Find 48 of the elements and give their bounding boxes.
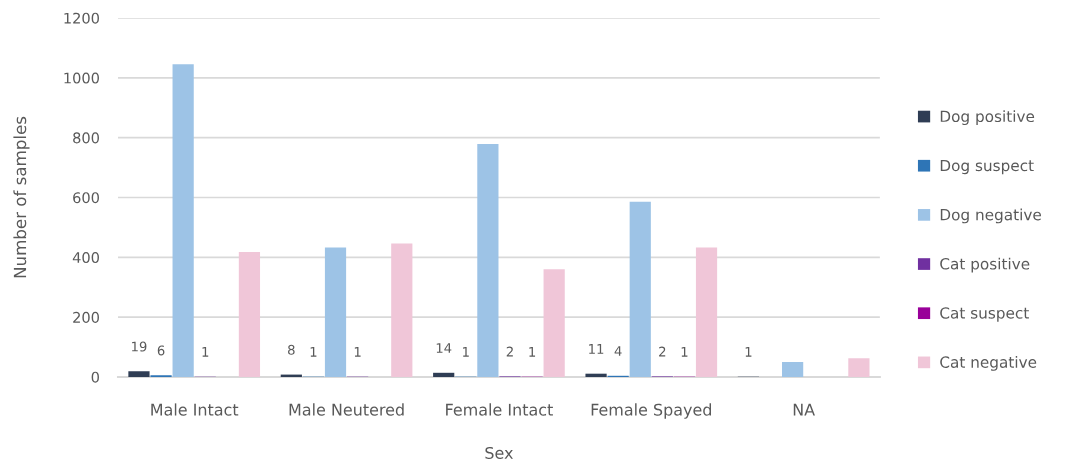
data-label: 1: [202, 347, 209, 357]
legend-label: Cat positive: [940, 257, 1030, 273]
legend-label: Cat negative: [940, 356, 1037, 371]
data-label: 1: [745, 347, 752, 357]
bar: [238, 251, 261, 377]
y-tick-label: 600: [73, 192, 99, 204]
bar: [477, 143, 499, 377]
bar: [695, 247, 718, 377]
bar: [128, 371, 150, 377]
data-label: 1: [463, 347, 469, 357]
x-tick-label: NA: [793, 403, 815, 416]
legend-label: Dog negative: [940, 208, 1041, 224]
data-label: 6: [157, 345, 165, 356]
bar: [172, 64, 194, 377]
x-tick-label: Male Neutered: [289, 403, 404, 416]
x-tick-label: Female Spayed: [591, 403, 711, 419]
legend-label: Dog suspect: [940, 159, 1034, 175]
y-axis-title: Number of samples: [13, 116, 30, 278]
y-tick-label: 400: [72, 252, 99, 264]
bar: [324, 247, 347, 377]
bar: [629, 201, 651, 377]
y-tick-label: 200: [73, 311, 99, 323]
bar: [543, 269, 565, 377]
data-label: 1: [354, 347, 361, 357]
y-tick-label: 800: [73, 132, 99, 144]
data-label: 1: [529, 347, 536, 357]
bar: [391, 243, 413, 377]
data-label: 14: [436, 343, 452, 353]
data-label: 4: [614, 346, 622, 356]
data-label: 1: [310, 347, 317, 357]
legend-label: Cat suspect: [940, 307, 1029, 322]
data-label: 2: [659, 346, 666, 357]
bar: [782, 362, 804, 377]
bar: [585, 373, 607, 377]
bar: [433, 372, 455, 377]
data-label: 1: [681, 347, 688, 357]
bar: [848, 358, 870, 377]
x-tick-label: Female Intact: [446, 403, 553, 416]
data-label: 8: [288, 344, 295, 355]
y-tick-label: 1000: [64, 72, 99, 84]
data-label: 11: [589, 344, 604, 354]
x-tick-label: Male Intact: [151, 403, 239, 416]
data-label: 2: [506, 346, 513, 357]
y-tick-label: 0: [91, 371, 99, 383]
data-label: 19: [132, 341, 147, 352]
x-axis-title: Sex: [485, 446, 513, 459]
legend-label: Dog positive: [940, 110, 1035, 126]
y-tick-label: 1200: [64, 12, 99, 24]
